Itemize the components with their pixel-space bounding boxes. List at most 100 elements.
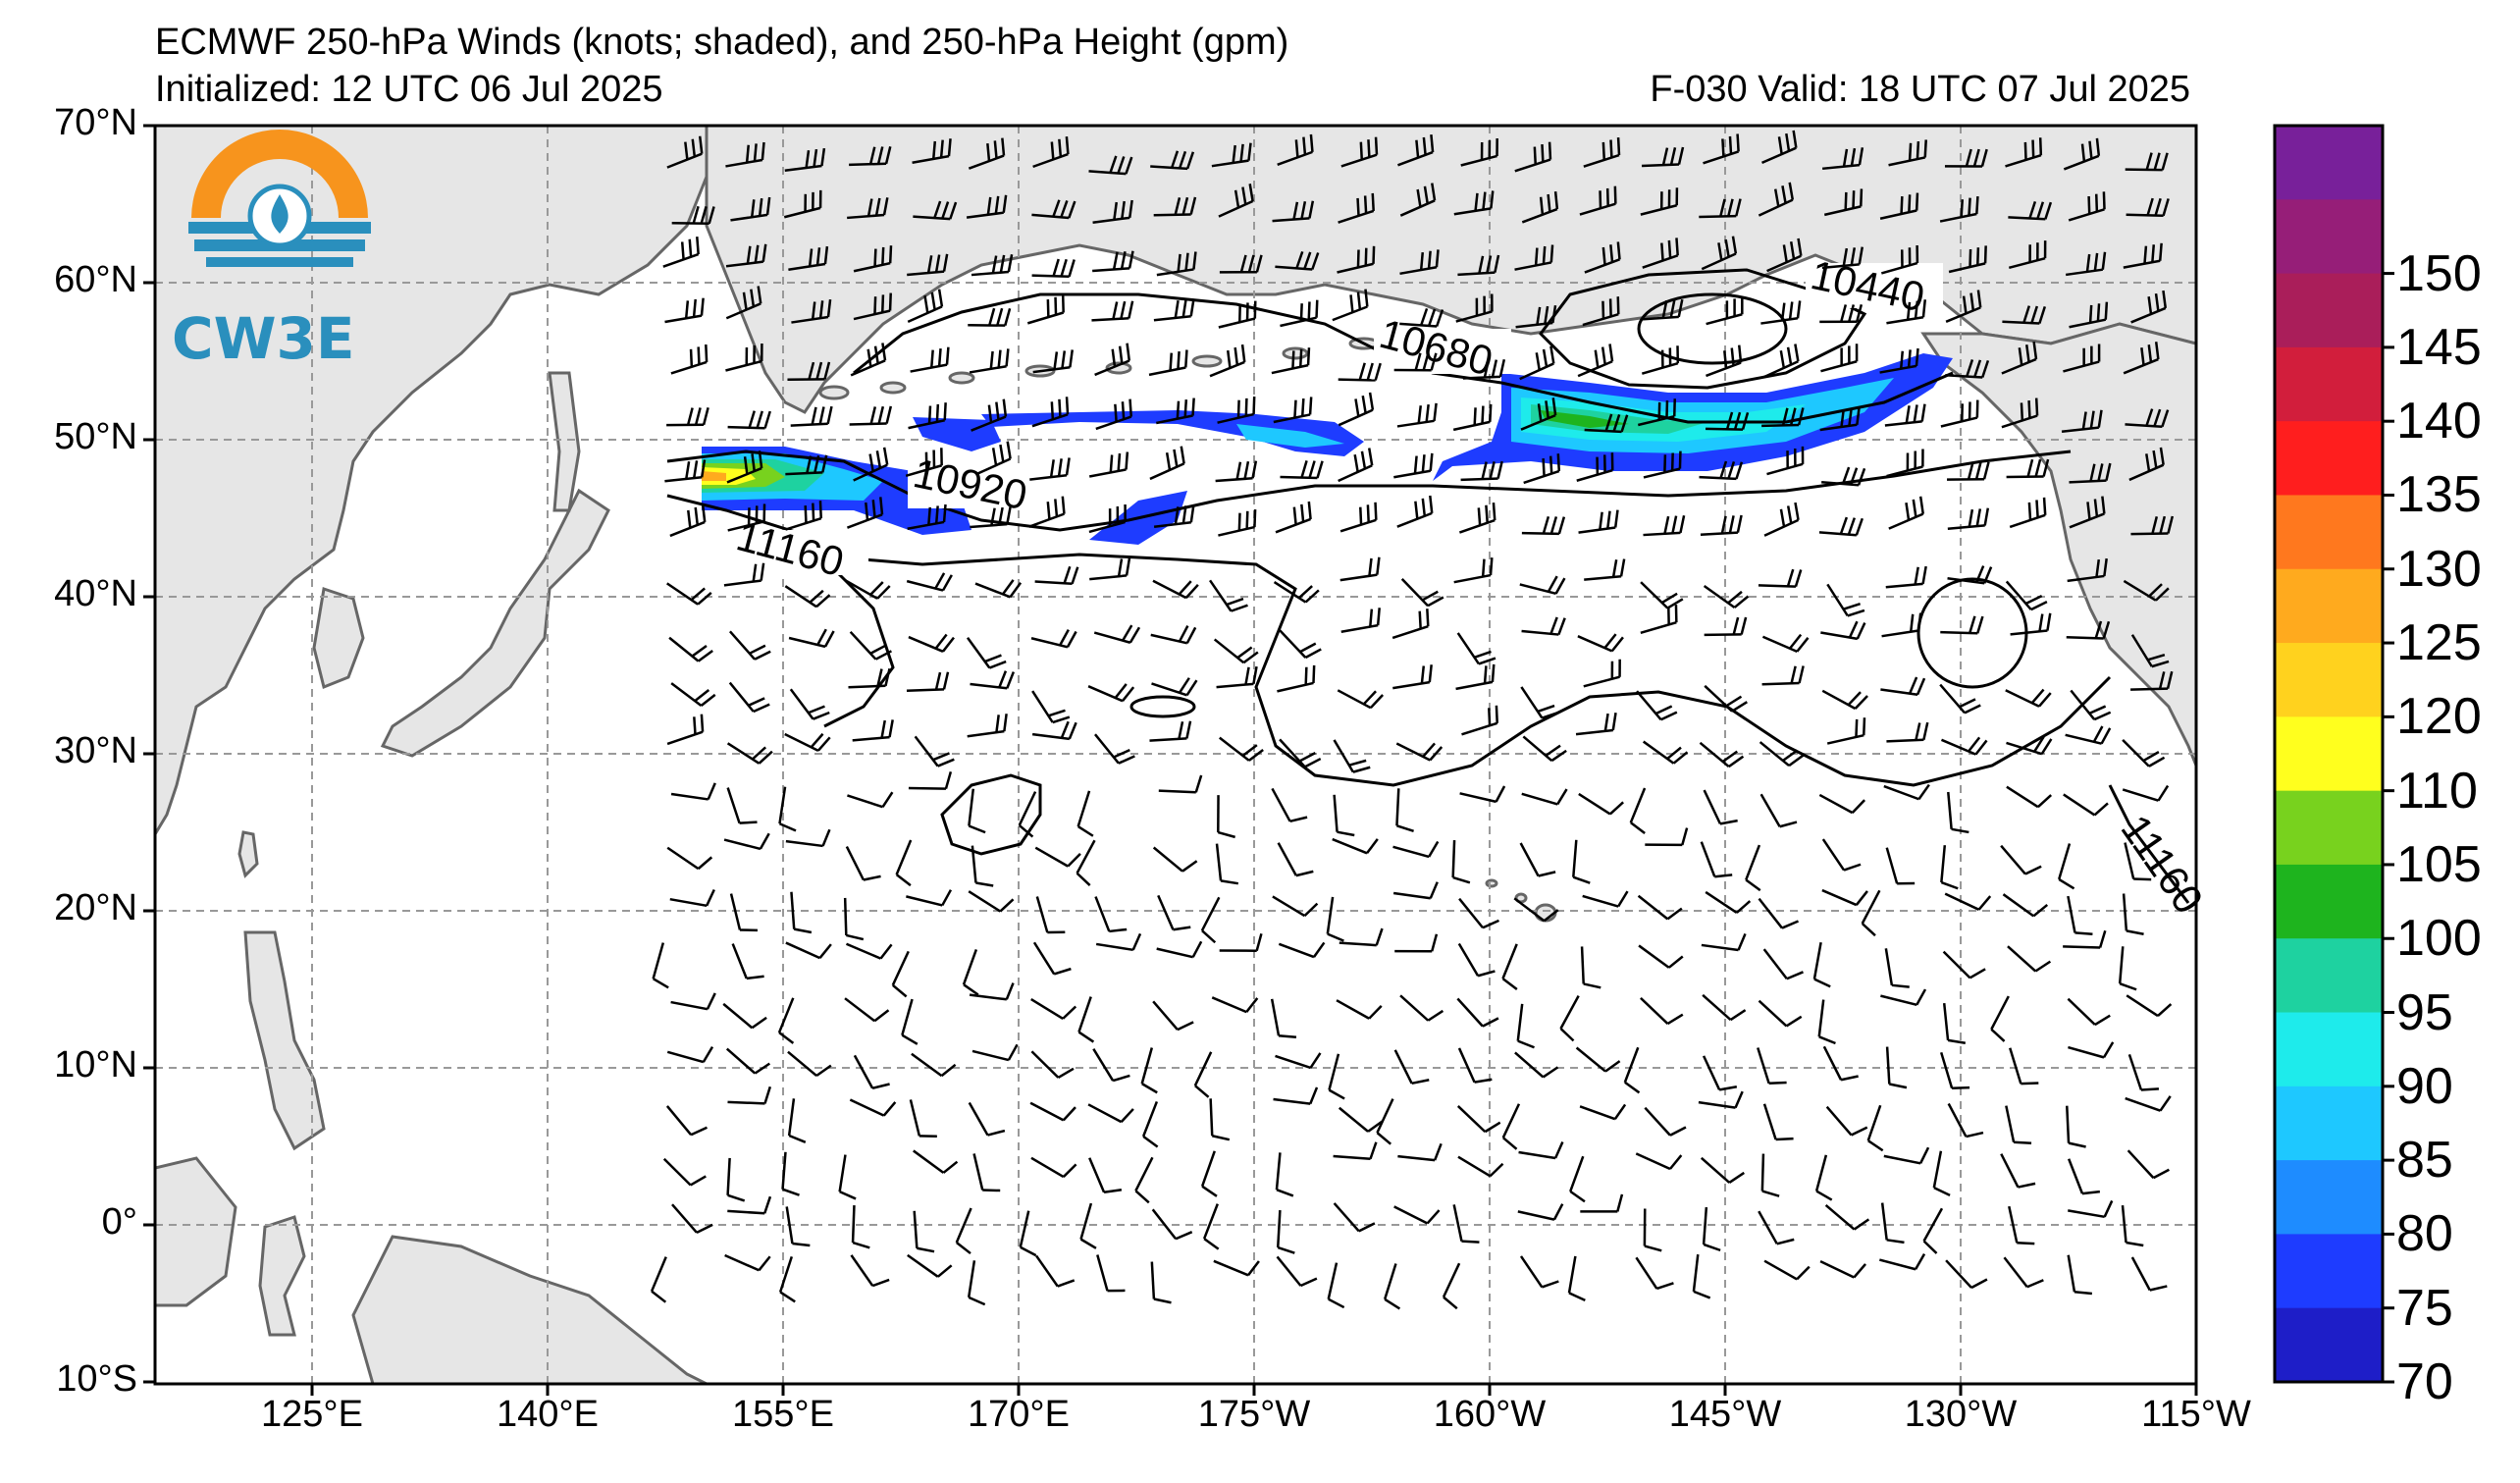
wind-barb-feather xyxy=(1308,397,1313,415)
wind-barb xyxy=(2067,1158,2084,1194)
wind-barb xyxy=(1523,469,1560,485)
wind-barb-feather xyxy=(1534,247,1539,266)
wind-barb-feather xyxy=(1969,248,1972,268)
wind-barb-feather xyxy=(1848,407,1853,427)
wind-barb xyxy=(1399,199,1436,217)
wind-barb-feather xyxy=(1498,359,1506,378)
wind-barb-feather xyxy=(2147,296,2153,315)
wind-barb-feather xyxy=(1421,498,1427,516)
wind-barb-feather xyxy=(1384,1298,1401,1310)
wind-barb-feather xyxy=(697,649,713,662)
wind-barb xyxy=(669,520,706,538)
wind-barb-feather xyxy=(1176,400,1181,419)
wind-barb-feather xyxy=(996,307,1004,326)
wind-barb-feather xyxy=(1918,1146,1930,1164)
wind-barb-feather xyxy=(1427,250,1432,269)
wind-barb xyxy=(1501,1103,1521,1139)
wind-barb-feather xyxy=(2157,1003,2173,1018)
wind-barb-feather xyxy=(700,297,705,316)
wind-barb xyxy=(1758,999,1788,1028)
wind-barb xyxy=(1701,943,1739,952)
wind-barb-feather xyxy=(1848,304,1856,323)
wind-barb xyxy=(1758,584,1797,588)
wind-barb xyxy=(1458,897,1484,929)
wind-barb-feather xyxy=(691,138,697,157)
wind-barb-feather xyxy=(653,978,669,989)
wind-barb-feather xyxy=(1842,148,1849,167)
contour-11160-west xyxy=(823,567,895,728)
wind-barb xyxy=(909,1099,921,1137)
wind-barb xyxy=(2061,426,2099,434)
wind-barb-feather xyxy=(1376,556,1381,575)
wind-barb-feather xyxy=(820,147,826,167)
wind-barb-feather xyxy=(876,668,883,687)
wind-barb xyxy=(727,520,764,532)
wind-barb xyxy=(725,158,763,168)
wind-barb xyxy=(726,1157,731,1195)
wind-barb xyxy=(1399,994,1430,1022)
wind-barb xyxy=(1451,840,1456,878)
wind-barb-feather xyxy=(1062,1163,1077,1178)
wind-barb xyxy=(1156,414,1193,425)
wind-barb xyxy=(1034,846,1069,868)
wind-barb-feather xyxy=(1568,1292,1586,1302)
wind-barb xyxy=(1582,312,1619,327)
wind-barb-feather xyxy=(1899,350,1905,369)
wind-barb-feather xyxy=(888,245,893,264)
wind-barb-feather xyxy=(1488,708,1492,726)
colorbar xyxy=(2273,124,2394,1384)
wind-barb-feather xyxy=(1495,705,1498,723)
wind-barb-feather xyxy=(826,405,833,424)
wind-barb xyxy=(2063,360,2100,373)
wind-barb-feather xyxy=(1114,403,1118,422)
wind-barb-feather xyxy=(810,732,824,749)
wind-barb-feather xyxy=(1050,401,1055,420)
wind-barb-feather xyxy=(1729,1009,1747,1022)
wind-barb xyxy=(1817,999,1825,1037)
wind-barb xyxy=(788,636,826,649)
wind-barb xyxy=(2070,689,2096,720)
colorbar-bin xyxy=(2275,864,2383,939)
wind-barb-feather xyxy=(1053,967,1072,976)
wind-barb xyxy=(1706,313,1743,326)
wind-barb-feather xyxy=(1430,134,1435,153)
wind-barb xyxy=(1029,474,1068,481)
wind-barb xyxy=(791,315,829,324)
wind-barb-feather xyxy=(1741,411,1750,430)
wind-barb-feather xyxy=(2018,1182,2036,1189)
wind-barb xyxy=(1518,1150,1556,1160)
wind-barb-feather xyxy=(1484,1121,1501,1134)
wind-barb-feather xyxy=(1300,201,1307,220)
wind-barb-feather xyxy=(2023,141,2027,160)
wind-barb xyxy=(1514,261,1552,271)
wind-barb-feather xyxy=(1601,346,1606,365)
wind-barb-feather xyxy=(1427,308,1437,327)
wind-barb xyxy=(853,1054,874,1089)
wind-barb-feather xyxy=(1376,608,1381,626)
wind-barb-feather xyxy=(1721,138,1725,157)
wind-barb-feather xyxy=(871,1278,890,1288)
wind-barb-feather xyxy=(1915,192,1919,211)
borneo-land xyxy=(155,1156,237,1307)
wind-barb xyxy=(726,787,741,824)
wind-barb-feather xyxy=(839,1191,857,1200)
wind-barb-feather xyxy=(1068,721,1077,740)
wind-barb-feather xyxy=(1178,580,1192,596)
wind-barb-feather xyxy=(1923,139,1927,158)
wind-barb xyxy=(1211,159,1249,168)
wind-barb-feather xyxy=(1667,239,1672,259)
lon-label-155e: 155°E xyxy=(732,1394,834,1435)
colorbar-bin xyxy=(2275,1234,2383,1309)
wind-barb xyxy=(1702,1055,1721,1090)
wind-barb-feather xyxy=(1714,874,1733,878)
wind-barb xyxy=(723,579,761,587)
wind-barb xyxy=(1216,682,1254,689)
wind-barb-feather xyxy=(763,410,771,429)
jet-mid1-75 xyxy=(913,417,1001,451)
wind-barb xyxy=(1200,1150,1216,1188)
wind-barb-feather xyxy=(1427,596,1444,608)
wind-barb xyxy=(845,845,866,881)
wind-barb xyxy=(1644,1106,1671,1137)
wind-barb xyxy=(1629,787,1647,823)
wind-barb xyxy=(1088,468,1127,478)
